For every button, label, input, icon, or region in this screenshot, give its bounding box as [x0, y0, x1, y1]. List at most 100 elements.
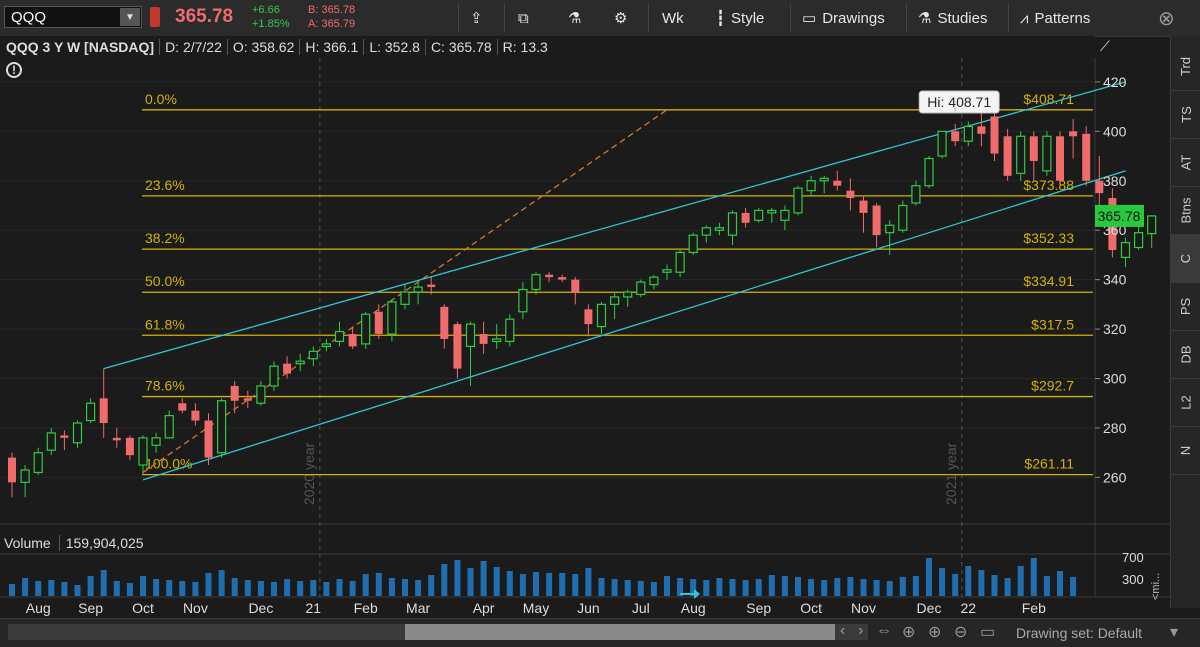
side-tab-l2[interactable]: L2	[1171, 378, 1200, 427]
gear-icon[interactable]: ⚙	[614, 10, 628, 27]
expand-chart-icon[interactable]: ⟋	[1100, 38, 1110, 54]
zoom-in-icon[interactable]: ⊕	[928, 624, 942, 641]
volume-bar	[965, 566, 972, 596]
side-tab-label: N	[1178, 445, 1194, 455]
candle-body	[465, 323, 476, 347]
candle-body	[505, 318, 515, 343]
studies-button[interactable]: ⚗ Studies	[918, 0, 988, 36]
chevron-down-icon[interactable]: ▾	[1170, 624, 1179, 641]
volume-bar	[349, 581, 356, 596]
candle-body	[348, 334, 357, 347]
patterns-button[interactable]: ⩘ Patterns	[1020, 0, 1090, 36]
chevron-down-icon[interactable]: ▼	[120, 8, 140, 26]
zoom-box-icon[interactable]: ▭	[980, 624, 996, 641]
x-tick-label: Sep	[78, 600, 103, 616]
bid-price: B: 365.78	[308, 4, 356, 16]
aggregation-button[interactable]: Wk	[662, 0, 684, 36]
candle-body	[518, 288, 528, 313]
candle-body	[204, 420, 213, 458]
candle-body	[977, 126, 986, 134]
candle-body	[1120, 241, 1131, 258]
volume-bar	[716, 578, 723, 596]
candle-body	[85, 402, 96, 422]
candle-body	[479, 334, 488, 344]
side-tab-trd[interactable]: Trd	[1171, 42, 1200, 91]
ask-price: A: 365.79	[308, 18, 356, 30]
horizontal-scrollbar-thumb[interactable]	[405, 624, 835, 640]
volume-bar	[113, 581, 120, 596]
candle-body	[963, 125, 973, 142]
y-tick-label: 400	[1103, 123, 1127, 139]
chart-settings-icon[interactable]: ⧉	[518, 9, 529, 27]
candle-body	[846, 190, 855, 199]
volume-bar	[546, 573, 553, 596]
price-axis-area	[1095, 36, 1170, 524]
share-icon[interactable]: ⇪	[470, 10, 483, 27]
pct-change: +1.85%	[252, 18, 290, 30]
volume-bar	[375, 573, 382, 596]
symbol-input[interactable]: QQQ	[4, 6, 142, 28]
candle-body	[806, 180, 816, 192]
candle-body	[1133, 232, 1144, 249]
volume-bar	[428, 575, 435, 596]
y-tick-label: 380	[1103, 173, 1127, 189]
side-tab-btns[interactable]: Btns	[1171, 186, 1200, 235]
fib-pct-label: 38.2%	[145, 230, 185, 246]
volume-bar	[493, 567, 500, 596]
patterns-icon: ⩘	[1020, 9, 1029, 27]
volume-bar	[1017, 566, 1024, 596]
volume-bar	[912, 576, 919, 596]
volume-bar	[323, 582, 330, 596]
alert-flag-icon[interactable]	[150, 7, 160, 27]
volume-bar	[179, 581, 186, 596]
volume-bar	[231, 578, 238, 596]
volume-bar	[585, 568, 592, 596]
fib-pct-label: 61.8%	[145, 316, 185, 332]
x-tick-label: Jul	[632, 600, 650, 616]
alert-icon[interactable]: !	[6, 62, 22, 78]
pan-icon[interactable]: ⇔	[876, 622, 892, 639]
side-tab-at[interactable]: AT	[1171, 138, 1200, 187]
fib-pct-label: 78.6%	[145, 378, 185, 394]
volume-bar	[192, 582, 199, 596]
candle-body	[138, 437, 148, 466]
volume-bar	[1004, 578, 1011, 596]
info-open: O: 358.62	[232, 39, 295, 55]
candle-body	[361, 313, 371, 345]
volume-bar	[598, 578, 605, 596]
x-tick-label: Sep	[746, 600, 771, 616]
candle-body	[413, 286, 423, 293]
x-tick-label: Nov	[851, 600, 876, 616]
drawings-button[interactable]: ▭ Drawings	[802, 0, 885, 36]
volume-bar	[310, 580, 317, 596]
zoom-out-icon[interactable]: ⊖	[954, 624, 968, 641]
y-tick-label: 320	[1103, 321, 1127, 337]
studies-label: Studies	[937, 9, 988, 27]
candle-body	[636, 281, 646, 296]
flask-icon[interactable]: ⚗	[568, 10, 582, 27]
candle-body	[609, 296, 620, 305]
drawing-set-selector[interactable]: Drawing set: Default	[1016, 625, 1143, 641]
year-marker-label: 2020 year	[301, 442, 317, 505]
candle-body	[374, 311, 383, 335]
scroll-left-icon[interactable]: ‹	[840, 622, 846, 639]
candle-body	[151, 437, 161, 446]
side-tab-db[interactable]: DB	[1171, 330, 1200, 379]
scroll-right-icon[interactable]: ›	[858, 622, 864, 639]
candle-body	[872, 205, 881, 236]
close-icon[interactable]: ⊗	[1158, 7, 1175, 30]
side-tab-c[interactable]: C	[1171, 234, 1200, 283]
candle-body	[623, 291, 633, 298]
style-button[interactable]: ┇ Style	[716, 0, 764, 36]
fib-price-label: $408.71	[1023, 91, 1074, 107]
side-tab-ps[interactable]: PS	[1171, 282, 1200, 331]
candle-body	[20, 469, 30, 483]
crosshair-icon[interactable]: ⊕	[902, 624, 916, 641]
side-tab-label: TS	[1178, 105, 1194, 123]
candle-body	[243, 398, 252, 401]
volume-bar	[729, 579, 736, 596]
side-tab-ts[interactable]: TS	[1171, 90, 1200, 139]
side-tab-n[interactable]: N	[1171, 426, 1200, 475]
volume-bar	[9, 584, 15, 596]
